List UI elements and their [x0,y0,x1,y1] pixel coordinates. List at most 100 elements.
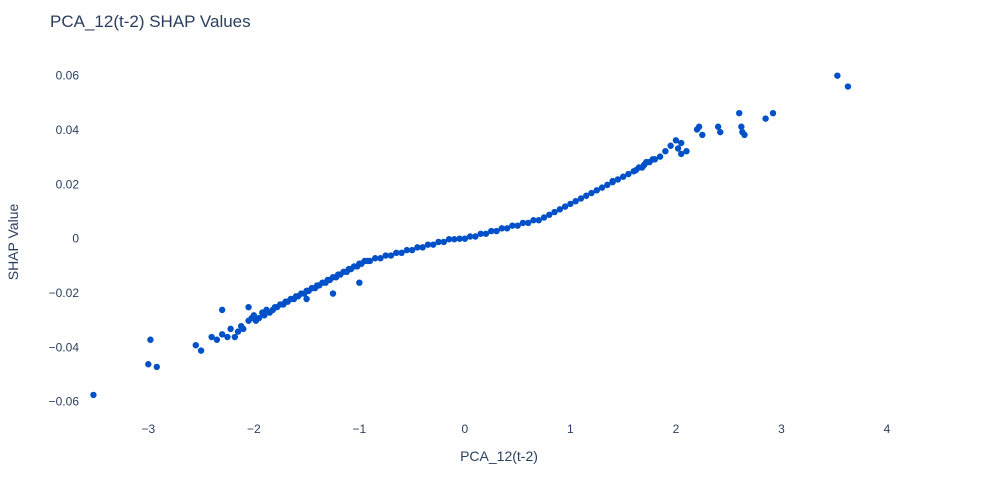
scatter-point [741,131,748,139]
scatter-point [551,208,558,216]
x-tick-label: 1 [567,422,574,436]
scatter-point [456,235,463,242]
scatter-point [430,241,437,248]
scatter-point [677,139,685,147]
x-axis-title: PCA_12(t-2) [460,448,538,464]
scatter-point [403,246,411,254]
scatter-point [382,252,389,259]
scatter-point [656,153,664,160]
scatter-point [535,217,542,224]
scatter-point [641,161,648,168]
scatter-point [588,189,595,197]
scatter-point [261,312,268,319]
scatter-point [498,225,506,232]
scatter-point [414,244,421,251]
scatter-point [240,325,247,333]
scatter-point [208,333,215,341]
x-tick-label: −1 [353,422,367,436]
scatter-point [674,145,682,152]
scatter-point [488,227,495,235]
scatter-point [231,333,239,341]
scatter-point [329,290,337,297]
scatter-point [609,177,616,185]
scatter-point [677,150,685,158]
scatter-point [699,131,706,139]
scatter-point [714,123,722,130]
y-axis-ticks: −0.06 −0.04 −0.02 0 0.02 0.04 0.06 [49,69,80,409]
y-tick-label: −0.02 [49,286,80,300]
scatter-point [147,336,154,343]
scatter-point [530,217,537,224]
scatter-points [90,72,852,399]
scatter-point [583,192,590,199]
scatter-point [651,156,659,163]
scatter-point [218,331,226,338]
scatter-point [604,181,611,189]
scatter-point [546,211,553,218]
scatter-point [598,184,606,191]
scatter-point [477,230,484,237]
scatter-point [672,137,680,144]
scatter-point [371,255,379,262]
scatter-point [593,187,600,194]
y-tick-label: 0 [72,232,79,246]
scatter-point [192,341,199,349]
scatter-point [445,236,453,243]
scatter-point [619,173,627,180]
scatter-point [440,238,447,246]
scatter-point [614,176,622,183]
scatter-point [493,227,500,235]
scatter-point [461,235,469,242]
scatter-point [695,123,703,130]
scatter-point [197,347,205,354]
x-axis-ticks: −3 −2 −1 0 1 2 3 4 [141,422,890,436]
scatter-point [625,170,632,178]
scatter-point [482,230,490,237]
scatter-point [218,306,226,314]
scatter-point [472,233,479,240]
scatter-point [762,115,769,122]
scatter-point [419,244,426,251]
y-axis-title: SHAP Value [5,204,21,281]
scatter-point [377,255,384,262]
scatter-point [514,222,521,229]
x-tick-label: 3 [778,422,785,436]
x-tick-label: −3 [141,422,155,436]
scatter-point [227,325,234,333]
scatter-point [424,241,432,248]
scatter-point [540,214,548,221]
scatter-point [145,361,152,368]
scatter-point [393,249,400,257]
y-tick-label: 0.02 [56,177,80,191]
scatter-point [408,246,416,254]
scatter-point [245,303,252,311]
scatter-point [435,238,442,246]
y-tick-label: −0.04 [49,340,80,354]
scatter-point [509,222,516,229]
scatter-point [250,312,258,319]
scatter-point [717,128,724,136]
y-tick-label: 0.06 [56,69,80,83]
scatter-point [556,206,564,213]
scatter-point [303,295,310,303]
scatter-point [561,203,569,210]
scatter-point [834,72,841,79]
x-tick-label: 2 [673,422,680,436]
scatter-point [577,195,585,202]
scatter-point [398,249,405,257]
scatter-point [738,123,745,130]
scatter-point [503,225,511,232]
scatter-point [366,257,374,265]
scatter-point [736,109,743,117]
scatter-point [844,83,852,90]
scatter-point [356,279,363,286]
scatter-point [153,363,160,371]
y-tick-label: 0.04 [56,123,80,137]
x-tick-label: 0 [462,422,469,436]
scatter-point [667,142,674,149]
scatter-point [255,314,263,322]
scatter-point [519,219,527,227]
scatter-point [662,147,669,155]
scatter-point [224,333,231,341]
scatter-point [234,328,242,335]
